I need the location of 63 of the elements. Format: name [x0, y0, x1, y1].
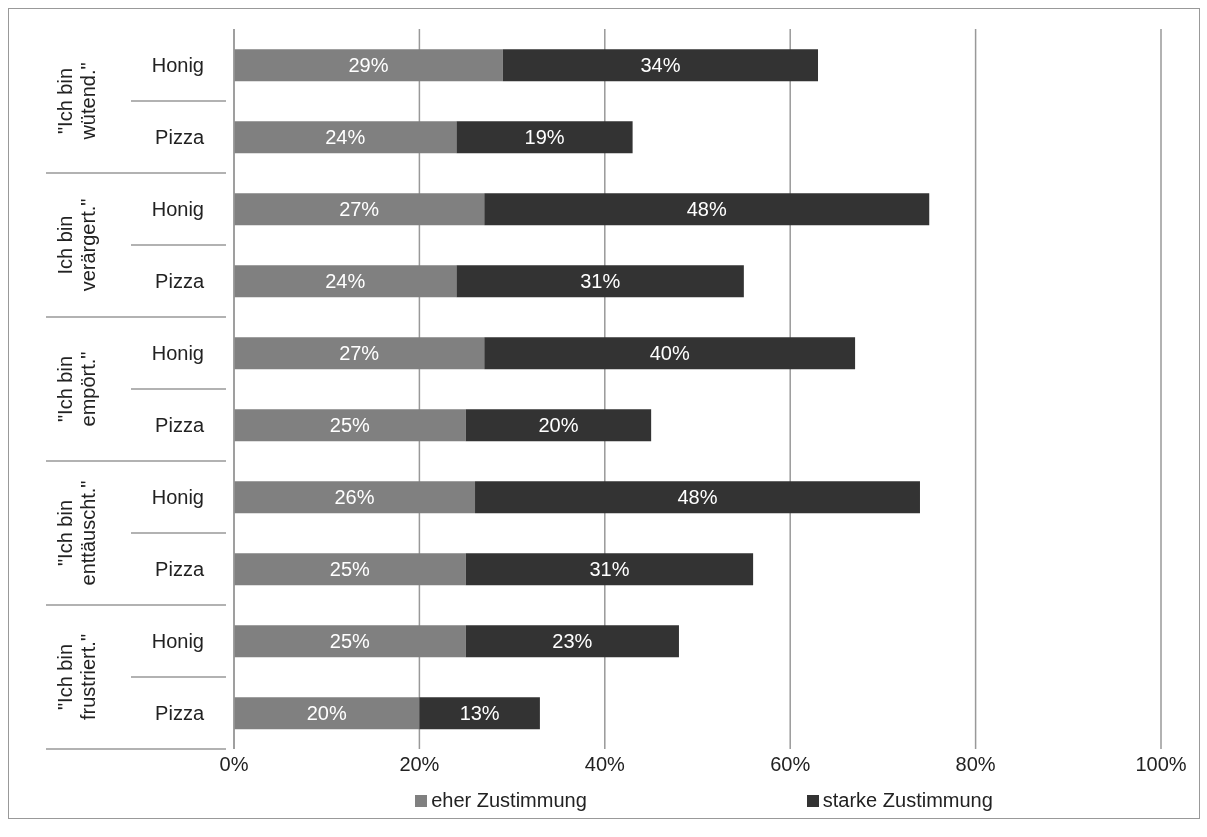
x-tick-label: 80% — [955, 753, 996, 776]
y-tick-label: Honig — [151, 630, 204, 652]
bar — [234, 337, 485, 370]
data-label: 48% — [677, 486, 718, 509]
bar — [419, 697, 540, 730]
data-label: 24% — [325, 126, 366, 149]
bar — [502, 49, 819, 82]
bar — [484, 337, 856, 370]
x-tick-label: 40% — [584, 753, 626, 776]
data-label: 48% — [686, 198, 727, 221]
bar — [465, 625, 679, 658]
text: "Ich bin enttäuscht." — [54, 480, 99, 586]
data-label: 20% — [538, 414, 579, 437]
bar — [484, 193, 930, 226]
bar — [234, 625, 466, 658]
y-tick-label: Pizza — [155, 702, 205, 724]
x-tick-label: 100% — [1135, 753, 1187, 776]
data-label: 31% — [589, 558, 630, 581]
bar — [465, 409, 652, 442]
y-tick-label: Honig — [151, 342, 204, 364]
data-label: 40% — [649, 342, 690, 365]
data-label: 25% — [329, 414, 371, 437]
bar — [234, 697, 420, 730]
bar — [234, 481, 476, 514]
x-tick-label: 60% — [770, 753, 811, 776]
bar — [234, 121, 457, 154]
text: "Ich bin wütend." — [54, 62, 99, 141]
bar — [465, 553, 754, 586]
y-tick-label: Honig — [151, 54, 204, 76]
data-label: 23% — [552, 630, 593, 653]
data-label: 25% — [329, 558, 371, 581]
x-tick-label: 0% — [219, 753, 249, 776]
text: "Ich bin frustriert." — [54, 634, 99, 720]
data-label: 29% — [348, 54, 389, 77]
y-tick-label: Honig — [151, 198, 204, 220]
data-label: 13% — [459, 702, 500, 725]
y-tick-label: Pizza — [155, 126, 205, 148]
bar — [475, 481, 920, 514]
y-tick-label: Honig — [151, 486, 204, 508]
text: Ich bin verärgert." — [54, 198, 99, 292]
legend-label: starke Zustimmung — [821, 789, 993, 812]
data-label: 19% — [524, 126, 565, 149]
data-label: 31% — [580, 270, 621, 293]
bar — [234, 265, 457, 298]
bar — [456, 121, 633, 154]
text: "Ich bin empört." — [54, 351, 99, 427]
bar — [234, 49, 503, 82]
bar — [234, 553, 466, 586]
y-tick-label: Pizza — [155, 270, 205, 292]
data-label: 26% — [334, 486, 375, 509]
data-label: 24% — [325, 270, 366, 293]
x-tick-label: 20% — [399, 753, 440, 776]
bar — [456, 265, 744, 298]
data-label: 20% — [306, 702, 347, 725]
data-label: 27% — [339, 342, 380, 365]
y-tick-label: Pizza — [155, 558, 205, 580]
data-label: 27% — [339, 198, 380, 221]
legend-label: eher Zustimmung — [430, 789, 587, 812]
data-label: 34% — [640, 54, 681, 77]
y-tick-label: Pizza — [155, 414, 205, 436]
bar — [234, 409, 466, 442]
bar — [234, 193, 485, 226]
data-label: 25% — [329, 630, 371, 653]
